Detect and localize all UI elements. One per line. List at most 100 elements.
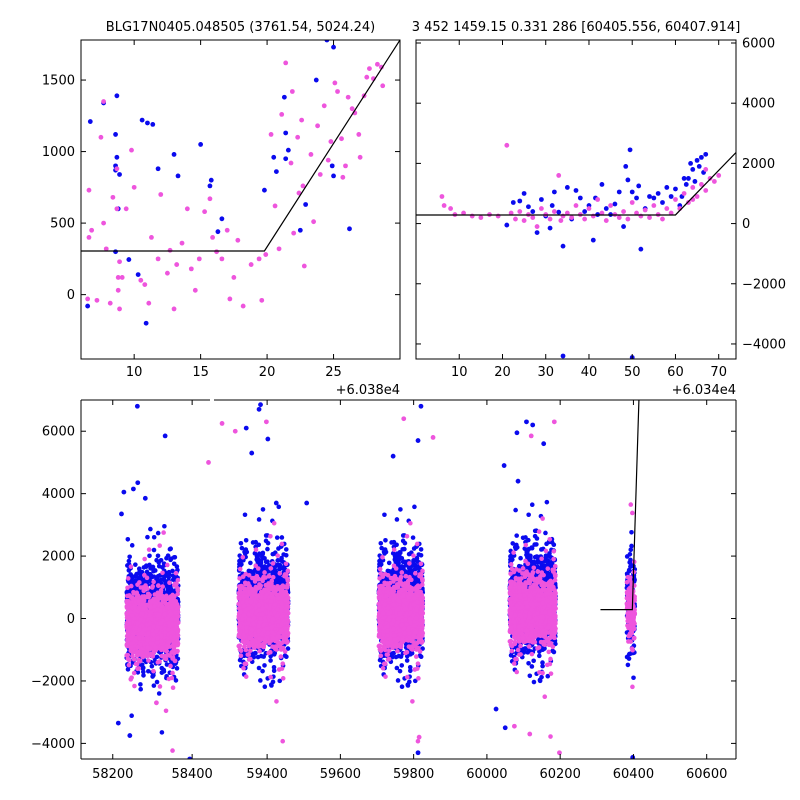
data-point xyxy=(138,575,144,581)
data-point xyxy=(138,277,144,283)
data-point xyxy=(159,730,165,735)
data-point xyxy=(349,106,355,112)
data-point xyxy=(547,216,553,222)
x-tick-label: 50 xyxy=(624,365,641,380)
data-point xyxy=(367,66,372,72)
data-point xyxy=(385,568,391,574)
data-point xyxy=(688,160,693,166)
data-point xyxy=(599,182,605,187)
data-point xyxy=(110,194,116,200)
data-point xyxy=(262,684,268,690)
data-point xyxy=(253,539,259,545)
data-point xyxy=(534,224,540,229)
data-point xyxy=(262,187,267,193)
data-point xyxy=(123,206,129,212)
data-point xyxy=(277,678,283,684)
data-point xyxy=(664,206,670,211)
data-point xyxy=(219,256,225,262)
data-point xyxy=(621,224,626,229)
data-point xyxy=(164,662,170,667)
data-point xyxy=(686,200,691,205)
data-point xyxy=(690,167,696,172)
data-point xyxy=(283,156,289,162)
data-point xyxy=(668,194,674,199)
data-point xyxy=(94,297,100,303)
data-point xyxy=(504,222,510,228)
data-point xyxy=(531,658,536,664)
chart-title: BLG17N0405.048505 (3761.54, 5024.24) xyxy=(106,20,375,35)
data-point xyxy=(301,263,307,269)
data-point xyxy=(270,570,276,575)
plot-area xyxy=(81,40,400,326)
data-point xyxy=(168,557,173,563)
data-point xyxy=(412,678,418,684)
data-point xyxy=(219,216,225,222)
data-point xyxy=(556,209,562,215)
data-point xyxy=(138,682,143,687)
data-point xyxy=(151,683,157,688)
data-point xyxy=(113,249,118,255)
data-point xyxy=(694,194,700,199)
data-point xyxy=(291,230,297,236)
data-point xyxy=(98,134,104,140)
data-point xyxy=(335,89,340,94)
data-point xyxy=(556,173,562,178)
data-point xyxy=(603,206,609,211)
data-point xyxy=(381,549,387,555)
data-point xyxy=(269,683,274,688)
data-point xyxy=(188,266,194,272)
data-point xyxy=(167,247,173,253)
data-point xyxy=(300,183,306,189)
data-point xyxy=(145,120,150,126)
data-point xyxy=(148,526,153,532)
data-point xyxy=(530,209,536,214)
data-point xyxy=(345,94,351,100)
data-point xyxy=(262,555,267,561)
data-point xyxy=(125,536,131,542)
data-point xyxy=(642,207,648,213)
data-point xyxy=(406,565,412,571)
data-point xyxy=(379,545,384,551)
chart-title: 3 452 1459.15 0.331 286 [60405.556, 6040… xyxy=(412,20,741,35)
data-point xyxy=(540,663,545,669)
data-point xyxy=(272,203,278,209)
data-point xyxy=(378,64,384,70)
data-point xyxy=(138,686,143,692)
data-point xyxy=(297,227,303,233)
y-tick-label: 4000 xyxy=(742,97,775,112)
data-point xyxy=(391,539,397,545)
data-point xyxy=(252,651,257,656)
data-point xyxy=(147,553,152,559)
data-point xyxy=(547,551,552,556)
data-point xyxy=(145,534,150,540)
data-point xyxy=(274,535,280,540)
data-point xyxy=(132,574,137,579)
data-point xyxy=(638,246,644,252)
data-point xyxy=(155,256,161,262)
data-point xyxy=(681,176,687,181)
data-point xyxy=(521,218,527,223)
data-point xyxy=(179,240,185,246)
data-point xyxy=(513,216,518,222)
data-point xyxy=(692,179,698,184)
data-point xyxy=(126,257,132,262)
data-point xyxy=(166,575,172,580)
data-point xyxy=(660,200,665,205)
data-point xyxy=(347,226,352,232)
data-point xyxy=(235,237,241,243)
y-tick-label: 0 xyxy=(742,217,750,232)
data-point xyxy=(703,167,709,172)
data-point xyxy=(393,553,399,558)
data-point xyxy=(517,198,523,204)
data-point xyxy=(660,216,665,222)
data-point xyxy=(716,173,722,178)
data-point xyxy=(416,552,422,557)
data-point xyxy=(625,177,631,183)
data-point xyxy=(636,183,642,189)
data-point xyxy=(564,210,570,216)
data-point xyxy=(239,545,245,551)
data-point xyxy=(271,154,277,160)
data-point xyxy=(390,651,396,656)
data-point xyxy=(441,203,447,208)
data-point xyxy=(248,262,254,267)
